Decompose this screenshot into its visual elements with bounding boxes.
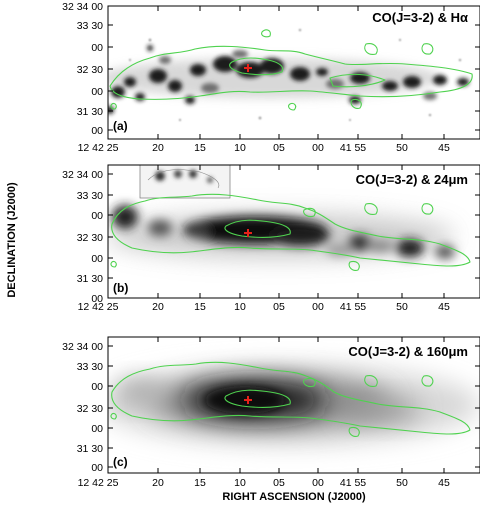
- panel-b: CO(J=3-2) & 24μm (b): [107, 164, 480, 299]
- y-tick-label: 32 34 00: [62, 341, 103, 353]
- panel-c-center-marker: [244, 396, 252, 404]
- panel-a-frame: [107, 5, 480, 140]
- panel-a-axes: 12 42 25 20 15 10 05 00 41 55 50 45 32 34 00 33 30…: [62, 1, 480, 154]
- panel-b-image: [108, 165, 480, 298]
- panel-b-center-marker: [244, 229, 252, 237]
- x-tick-label: 15: [194, 301, 206, 313]
- y-tick-label: 33 30: [77, 20, 103, 32]
- x-tick-label: 10: [234, 477, 246, 489]
- panel-b-axes: 12 42 25 20 15 10 05 00 41 55 50 45 32 34 00 33 30…: [62, 165, 480, 313]
- x-tick-label: 20: [152, 142, 164, 154]
- panel-c: CO(J=3-2) & 160μm (c): [107, 336, 480, 474]
- panel-b-inset: [139, 165, 231, 199]
- y-tick-label: 32 30: [77, 232, 103, 244]
- y-tick-label: 00: [91, 210, 103, 222]
- x-tick-label: 20: [152, 301, 164, 313]
- x-tick-label: 45: [438, 301, 450, 313]
- y-tick-label: 31 30: [77, 106, 103, 118]
- x-tick-label: 05: [273, 477, 285, 489]
- x-tick-label: 50: [396, 301, 408, 313]
- panel-a-letter: (a): [113, 119, 128, 133]
- x-tick-label: 12 42 25: [78, 477, 119, 489]
- axes: 12 42 25 20 15 10 05 00 41 55 50 45 32 34 00 33 30…: [62, 1, 480, 489]
- y-tick-label: 00: [91, 253, 103, 265]
- y-tick-label: 33 30: [77, 361, 103, 373]
- x-tick-label: 50: [396, 142, 408, 154]
- x-tick-label: 41 55: [340, 142, 366, 154]
- y-tick-label: 00: [91, 293, 103, 305]
- panel-a: CO(J=3-2) & Hα (a): [107, 5, 480, 140]
- panel-c-frame: [107, 336, 480, 474]
- x-tick-label: 12 42 25: [78, 142, 119, 154]
- y-tick-label: 31 30: [77, 443, 103, 455]
- x-tick-label: 45: [438, 142, 450, 154]
- x-tick-label: 15: [194, 477, 206, 489]
- y-axis-title: DECLINATION (J2000): [6, 182, 18, 298]
- x-tick-label: 05: [273, 301, 285, 313]
- x-tick-label: 41 55: [340, 477, 366, 489]
- y-tick-label: 00: [91, 125, 103, 137]
- panel-c-axes: 12 42 25 20 15 10 05 00 41 55 50 45 32 34 00 33 30…: [62, 337, 480, 489]
- x-tick-label: 00: [312, 301, 324, 313]
- panel-c-title: CO(J=3-2) & 160μm: [348, 344, 468, 359]
- panel-a-image: [108, 6, 480, 139]
- panel-b-letter: (b): [113, 281, 128, 295]
- x-axis-title: RIGHT ASCENSION (J2000): [222, 491, 366, 503]
- x-tick-label: 00: [312, 142, 324, 154]
- y-tick-label: 32 34 00: [62, 169, 103, 181]
- y-tick-label: 00: [91, 462, 103, 474]
- panel-c-letter: (c): [113, 455, 128, 469]
- x-tick-label: 10: [234, 301, 246, 313]
- y-tick-label: 32 30: [77, 64, 103, 76]
- x-tick-label: 15: [194, 142, 206, 154]
- panel-b-frame: [107, 164, 480, 299]
- x-tick-label: 00: [312, 477, 324, 489]
- y-tick-label: 33 30: [77, 190, 103, 202]
- panel-c-image: [108, 337, 480, 473]
- x-tick-label: 45: [438, 477, 450, 489]
- panel-b-title: CO(J=3-2) & 24μm: [356, 172, 468, 187]
- x-tick-label: 12 42 25: [78, 301, 119, 313]
- y-tick-label: 00: [91, 42, 103, 54]
- y-tick-label: 32 34 00: [62, 1, 103, 13]
- x-tick-label: 10: [234, 142, 246, 154]
- x-tick-label: 41 55: [340, 301, 366, 313]
- y-tick-label: 31 30: [77, 273, 103, 285]
- x-tick-label: 50: [396, 477, 408, 489]
- y-tick-label: 32 30: [77, 403, 103, 415]
- x-tick-label: 05: [273, 142, 285, 154]
- panel-a-center-marker: [244, 64, 252, 72]
- panel-a-title: CO(J=3-2) & Hα: [372, 10, 468, 25]
- y-tick-label: 00: [91, 381, 103, 393]
- y-tick-label: 00: [91, 423, 103, 435]
- x-tick-label: 20: [152, 477, 164, 489]
- y-tick-label: 00: [91, 86, 103, 98]
